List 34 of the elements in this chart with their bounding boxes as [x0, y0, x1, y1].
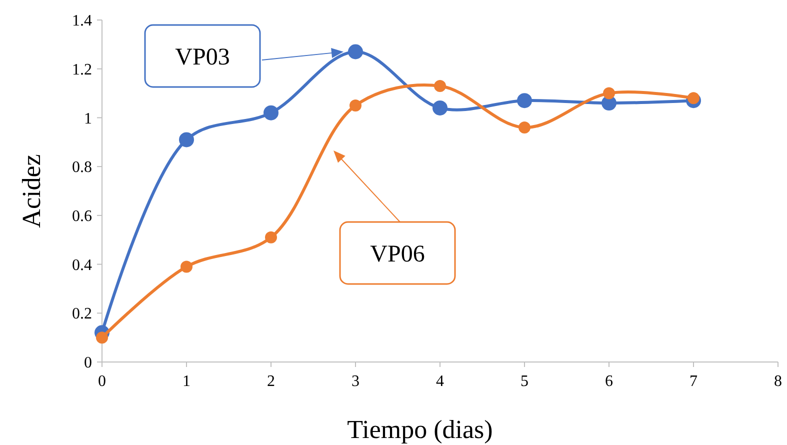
y-tick-label: 0.2 [72, 306, 92, 323]
point [603, 87, 615, 100]
point [688, 92, 700, 104]
point [264, 105, 278, 120]
x-axis-title: Tiempo (dias) [347, 415, 493, 444]
point [180, 260, 192, 273]
point [348, 44, 363, 60]
legend-label: VP03 [175, 44, 230, 70]
point [179, 132, 194, 148]
point [265, 231, 277, 244]
x-tick-label: 8 [774, 373, 782, 390]
y-tick-label: 0.8 [72, 159, 92, 176]
point [434, 80, 446, 92]
point [517, 93, 532, 108]
x-tick-label: 3 [352, 373, 360, 390]
text: VP06 [370, 241, 425, 268]
point [518, 121, 530, 134]
point [96, 332, 108, 344]
x-tick-label: 5 [520, 373, 528, 390]
y-tick-label: 0.4 [72, 256, 92, 274]
y-tick-label: 0.6 [72, 208, 92, 226]
y-tick-label: 1.4 [72, 12, 92, 30]
y-axis-title: Acidez [17, 154, 46, 228]
x-tick-label: 4 [436, 373, 444, 390]
x-tick-label: 7 [690, 373, 698, 390]
x-tick-label: 2 [267, 373, 275, 390]
y-tick-label: 1 [84, 110, 92, 128]
point [432, 100, 448, 116]
y-tick-label: 0 [84, 354, 92, 372]
x-tick-label: 0 [98, 373, 106, 390]
x-tick-label: 6 [605, 373, 613, 390]
point [350, 100, 362, 112]
y-tick-label: 1.2 [72, 61, 92, 78]
x-tick-label: 1 [182, 373, 190, 390]
